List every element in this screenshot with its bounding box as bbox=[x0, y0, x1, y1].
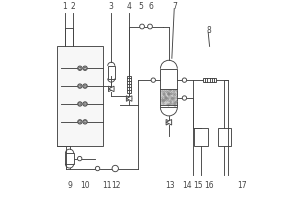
Text: 7: 7 bbox=[172, 2, 177, 11]
Bar bbox=[108, 66, 115, 79]
Text: 9: 9 bbox=[67, 181, 72, 190]
Circle shape bbox=[148, 24, 152, 29]
Circle shape bbox=[83, 120, 87, 124]
Text: 15: 15 bbox=[193, 181, 202, 190]
Polygon shape bbox=[166, 119, 172, 125]
Bar bbox=[57, 46, 103, 146]
Text: 8: 8 bbox=[206, 26, 211, 35]
Text: 3: 3 bbox=[109, 2, 114, 11]
Circle shape bbox=[79, 67, 81, 69]
Circle shape bbox=[112, 165, 119, 172]
Text: 4: 4 bbox=[127, 2, 132, 11]
Circle shape bbox=[83, 102, 87, 106]
Circle shape bbox=[79, 121, 81, 123]
Circle shape bbox=[182, 96, 187, 100]
Circle shape bbox=[84, 121, 86, 123]
Circle shape bbox=[78, 84, 82, 88]
Circle shape bbox=[84, 85, 86, 87]
Circle shape bbox=[79, 85, 81, 87]
Bar bbox=[127, 76, 131, 93]
Circle shape bbox=[95, 166, 100, 171]
Circle shape bbox=[84, 103, 86, 105]
Bar bbox=[160, 69, 177, 107]
Text: 13: 13 bbox=[165, 181, 175, 190]
Circle shape bbox=[182, 78, 187, 82]
Polygon shape bbox=[109, 86, 114, 92]
Text: 14: 14 bbox=[182, 181, 192, 190]
Circle shape bbox=[83, 84, 87, 88]
Circle shape bbox=[83, 66, 87, 70]
Circle shape bbox=[79, 103, 81, 105]
Bar bbox=[65, 153, 74, 164]
Text: 10: 10 bbox=[81, 181, 90, 190]
Text: 11: 11 bbox=[103, 181, 112, 190]
Bar bbox=[194, 128, 208, 146]
Bar bbox=[203, 78, 216, 82]
Text: 6: 6 bbox=[148, 2, 153, 11]
Circle shape bbox=[77, 156, 82, 161]
Text: 2: 2 bbox=[70, 2, 75, 11]
Text: 16: 16 bbox=[204, 181, 213, 190]
Bar bbox=[218, 128, 231, 146]
Circle shape bbox=[78, 66, 82, 70]
Circle shape bbox=[78, 120, 82, 124]
Text: 17: 17 bbox=[238, 181, 247, 190]
Polygon shape bbox=[109, 86, 114, 92]
Text: 12: 12 bbox=[112, 181, 121, 190]
Polygon shape bbox=[126, 96, 132, 101]
Text: 5: 5 bbox=[139, 2, 143, 11]
Circle shape bbox=[140, 24, 144, 29]
Circle shape bbox=[84, 67, 86, 69]
Bar bbox=[161, 89, 177, 105]
Circle shape bbox=[151, 78, 155, 82]
Polygon shape bbox=[126, 96, 132, 101]
Polygon shape bbox=[166, 119, 172, 125]
Text: 1: 1 bbox=[62, 2, 67, 11]
Circle shape bbox=[78, 102, 82, 106]
